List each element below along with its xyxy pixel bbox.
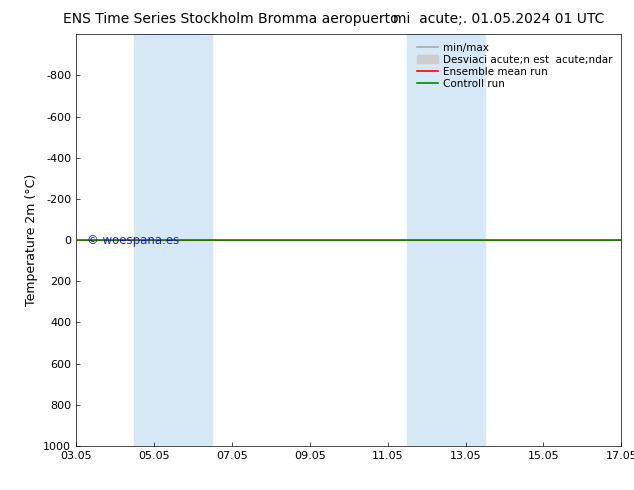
Bar <box>134 34 212 446</box>
Legend: min/max, Desviaci acute;n est  acute;ndar, Ensemble mean run, Controll run: min/max, Desviaci acute;n est acute;ndar… <box>415 40 616 92</box>
Y-axis label: Temperature 2m (°C): Temperature 2m (°C) <box>25 174 37 306</box>
Text: ENS Time Series Stockholm Bromma aeropuerto: ENS Time Series Stockholm Bromma aeropue… <box>63 12 399 26</box>
Text: © woespana.es: © woespana.es <box>87 234 179 246</box>
Bar <box>407 34 485 446</box>
Text: mi  acute;. 01.05.2024 01 UTC: mi acute;. 01.05.2024 01 UTC <box>393 12 604 26</box>
